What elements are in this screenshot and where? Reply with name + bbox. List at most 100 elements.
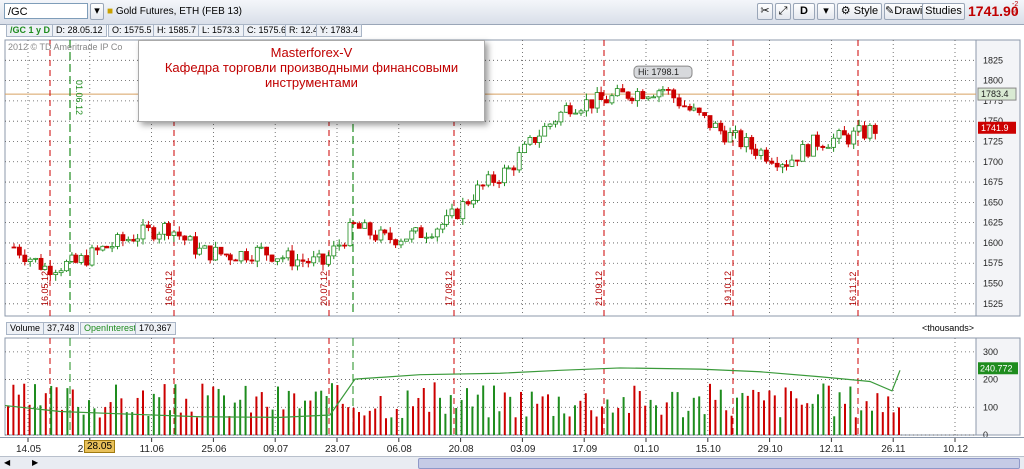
annotation-line3: инструментами	[265, 75, 358, 90]
expiry-marker-label: 21.09.12	[594, 271, 604, 306]
candle-body	[166, 223, 171, 236]
candle-body	[176, 231, 182, 237]
symbol-dropdown-button[interactable]: ▾	[90, 3, 104, 20]
chart-symbol-label: /GC 1 y D	[6, 24, 55, 37]
candle-body	[491, 174, 497, 183]
candle-body	[691, 107, 697, 111]
candle-body	[223, 253, 229, 256]
candle-body	[289, 250, 295, 267]
candle-body	[285, 250, 291, 259]
candle-body	[269, 254, 275, 262]
candle-body	[676, 97, 682, 107]
timeframe-button[interactable]: D	[793, 3, 815, 20]
candle-body	[115, 234, 120, 247]
candle-body	[53, 272, 59, 276]
candle-body	[656, 90, 662, 98]
candle-body	[145, 224, 151, 228]
candle-body	[162, 223, 168, 235]
candle-body	[815, 134, 820, 147]
chart-type-button[interactable]: ▾	[817, 3, 835, 20]
candle-body	[440, 223, 446, 230]
candle-body	[496, 182, 502, 184]
annotation-line2: Кафедра торговли производными финансовым…	[164, 60, 459, 75]
candle-body	[187, 236, 193, 241]
candle-body	[563, 105, 569, 113]
candle-body	[604, 99, 609, 104]
candle-body	[135, 238, 141, 242]
candle-body	[95, 247, 100, 251]
candle-body	[671, 89, 677, 99]
candle-body	[182, 235, 188, 241]
studies-button[interactable]: Studies	[922, 3, 965, 20]
date-tick-label: 25.06	[201, 444, 226, 455]
scroll-left-button[interactable]: ◀	[4, 458, 11, 467]
candle-body	[502, 167, 507, 184]
candle-body	[454, 208, 460, 220]
candle-body	[573, 112, 578, 115]
crosshair-tool-button[interactable]: ✂	[757, 3, 773, 20]
scroll-thumb[interactable]	[418, 458, 1020, 469]
candle-body	[409, 230, 415, 240]
candle-body	[47, 265, 53, 276]
candle-body	[594, 92, 600, 109]
candle-body	[651, 96, 656, 99]
candle-body	[614, 88, 620, 97]
symbol-input[interactable]: /GC	[4, 3, 88, 19]
candle-body	[125, 238, 131, 242]
volume-axis-area	[975, 337, 1021, 436]
annotation-line1: Masterforex-V	[270, 45, 353, 60]
scroll-right-button[interactable]: ▶	[32, 458, 39, 467]
volume-chart[interactable]: 0 100 200 300 240.772	[0, 336, 1024, 437]
expiry-marker-label: 16.06.12	[164, 271, 174, 306]
candle-body	[193, 236, 198, 255]
candle-body	[845, 134, 851, 145]
candle-body	[238, 251, 244, 262]
date-tick-label: 03.09	[510, 444, 535, 455]
candle-body	[625, 91, 631, 99]
style-button[interactable]: ⚙ Style	[837, 3, 882, 20]
candle-body	[300, 259, 306, 262]
candle-body	[398, 240, 404, 246]
candle-body	[351, 222, 357, 224]
zoom-tool-button[interactable]: ⤢	[775, 3, 791, 20]
candle-body	[774, 162, 780, 168]
volume-value: 37,748	[43, 322, 79, 335]
candle-body	[33, 257, 38, 260]
candle-body	[156, 233, 162, 240]
candle-body	[460, 201, 466, 220]
price-tick-label: 1775	[983, 96, 1003, 106]
toolbar: /GC ▾ ■ Gold Futures, ETH (FEB 13) ✂ ⤢ D…	[0, 0, 1024, 25]
price-tick-label: 1800	[983, 76, 1003, 86]
date-tick-label: 26.11	[881, 444, 906, 455]
candle-body	[151, 227, 157, 240]
candle-body	[434, 228, 440, 238]
candle-body	[598, 92, 604, 101]
candle-body	[325, 255, 331, 265]
candle-body	[805, 144, 811, 157]
candle-body	[347, 222, 353, 247]
candle-body	[449, 208, 455, 217]
candle-body	[100, 245, 106, 251]
candle-body	[305, 260, 311, 264]
candle-body	[727, 132, 733, 143]
candle-body	[645, 96, 651, 100]
candle-body	[233, 259, 239, 262]
candle-body	[553, 121, 558, 125]
candle-body	[131, 238, 137, 242]
candle-body	[527, 137, 533, 145]
date-tick-label: 20.08	[449, 444, 474, 455]
candle-body	[73, 254, 79, 263]
price-tick-label: 1825	[983, 55, 1003, 65]
horizontal-scrollbar[interactable]: ◀ ▶	[0, 456, 1024, 469]
candle-body	[872, 124, 878, 134]
volume-label: Volume	[6, 322, 45, 335]
candle-body	[758, 149, 764, 156]
candle-body	[842, 130, 847, 136]
expiry-marker-label: 16.05.12	[40, 271, 50, 306]
candle-body	[207, 245, 213, 261]
ohlc-low: L: 1573.3	[198, 24, 244, 37]
date-axis: 14.05 28.05 11.06 25.06 09.07 23.07 06.08 20.08…	[0, 437, 1024, 457]
candle-body	[558, 111, 564, 123]
price-tick-label: 1550	[983, 279, 1003, 289]
candle-body	[382, 229, 388, 234]
